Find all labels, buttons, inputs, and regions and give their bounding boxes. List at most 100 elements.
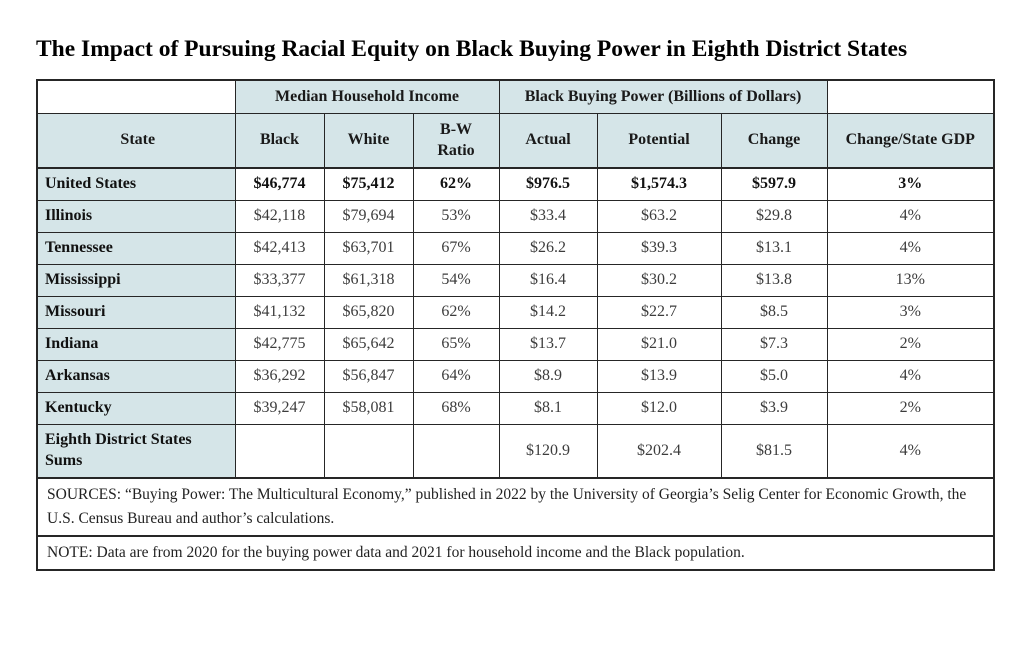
table-row-mississippi: Mississippi $33,377 $61,318 54% $16.4 $3… [36,263,995,297]
data-cell: 2% [826,327,995,361]
column-header-change: Change [720,112,828,169]
group-header-black-buying-power: Black Buying Power (Billions of Dollars) [498,79,828,114]
sources-row: SOURCES: “Buying Power: The Multicultura… [36,476,995,537]
data-cell: 13% [826,263,995,297]
sources-text: SOURCES: “Buying Power: The Multicultura… [36,476,995,537]
data-cell: $12.0 [596,391,722,425]
row-label-cell: Illinois [36,199,236,233]
column-header-actual: Actual [498,112,598,169]
data-cell: 65% [412,327,500,361]
data-cell: 4% [826,423,995,479]
table-row-eighth-district-sums: Eighth District States Sums $120.9 $202.… [36,423,995,479]
data-cell: $21.0 [596,327,722,361]
data-cell: $46,774 [234,167,325,201]
data-cell: $29.8 [720,199,828,233]
data-cell: $3.9 [720,391,828,425]
data-cell: 4% [826,231,995,265]
data-cell: $39,247 [234,391,325,425]
group-header-median-household-income: Median Household Income [234,79,500,114]
corner-blank-cell [36,79,236,114]
row-label-cell: Arkansas [36,359,236,393]
data-cell: 2% [826,391,995,425]
data-cell: 4% [826,359,995,393]
group-header-row: Median Household Income Black Buying Pow… [36,79,995,114]
data-cell: $36,292 [234,359,325,393]
page-title: The Impact of Pursuing Racial Equity on … [36,36,908,62]
data-cell-empty [234,423,325,479]
data-cell: $8.9 [498,359,598,393]
data-cell-empty [412,423,500,479]
data-cell: 68% [412,391,500,425]
data-cell: $8.5 [720,295,828,329]
data-cell: $65,820 [323,295,414,329]
data-cell: $42,413 [234,231,325,265]
data-cell: $120.9 [498,423,598,479]
table-row-united-states: United States $46,774 $75,412 62% $976.5… [36,167,995,201]
table-row-missouri: Missouri $41,132 $65,820 62% $14.2 $22.7… [36,295,995,329]
data-cell: 62% [412,295,500,329]
data-cell: 3% [826,295,995,329]
data-cell: $63,701 [323,231,414,265]
data-cell: $33.4 [498,199,598,233]
data-cell: $14.2 [498,295,598,329]
data-cell: $63.2 [596,199,722,233]
corner-blank-cell-right [826,79,995,114]
data-cell: $597.9 [720,167,828,201]
data-cell: $65,642 [323,327,414,361]
data-cell: $16.4 [498,263,598,297]
data-cell: $1,574.3 [596,167,722,201]
data-cell: 3% [826,167,995,201]
data-cell: 64% [412,359,500,393]
data-cell: 54% [412,263,500,297]
table-row-indiana: Indiana $42,775 $65,642 65% $13.7 $21.0 … [36,327,995,361]
data-cell: $33,377 [234,263,325,297]
data-cell: $13.7 [498,327,598,361]
column-header-bw-ratio: B-W Ratio [412,112,500,169]
data-cell: $13.8 [720,263,828,297]
row-label-cell: Mississippi [36,263,236,297]
data-cell: $79,694 [323,199,414,233]
data-cell: $39.3 [596,231,722,265]
table-row-tennessee: Tennessee $42,413 $63,701 67% $26.2 $39.… [36,231,995,265]
row-label-cell: Indiana [36,327,236,361]
data-cell: $26.2 [498,231,598,265]
data-cell: $42,775 [234,327,325,361]
data-cell: 53% [412,199,500,233]
row-label-cell: Eighth District States Sums [36,423,236,479]
data-cell: $75,412 [323,167,414,201]
data-cell: $976.5 [498,167,598,201]
buying-power-table: Median Household Income Black Buying Pow… [36,79,996,572]
note-row: NOTE: Data are from 2020 for the buying … [36,535,995,571]
table-row-kentucky: Kentucky $39,247 $58,081 68% $8.1 $12.0 … [36,391,995,425]
row-label-cell: Kentucky [36,391,236,425]
table-row-illinois: Illinois $42,118 $79,694 53% $33.4 $63.2… [36,199,995,233]
data-cell: $61,318 [323,263,414,297]
column-header-change-state-gdp: Change/State GDP [826,112,995,169]
table-row-arkansas: Arkansas $36,292 $56,847 64% $8.9 $13.9 … [36,359,995,393]
data-cell: $22.7 [596,295,722,329]
row-label-cell: Missouri [36,295,236,329]
data-cell-empty [323,423,414,479]
data-cell: $13.1 [720,231,828,265]
data-cell: $30.2 [596,263,722,297]
column-header-row: State Black White B-W Ratio Actual Poten… [36,112,995,169]
note-text: NOTE: Data are from 2020 for the buying … [36,535,995,571]
data-cell: 4% [826,199,995,233]
data-cell: $5.0 [720,359,828,393]
data-cell: $7.3 [720,327,828,361]
column-header-white: White [323,112,414,169]
data-cell: $41,132 [234,295,325,329]
column-header-potential: Potential [596,112,722,169]
data-cell: $13.9 [596,359,722,393]
data-cell: 62% [412,167,500,201]
column-header-black: Black [234,112,325,169]
data-cell: $81.5 [720,423,828,479]
row-label-cell: United States [36,167,236,201]
data-cell: $58,081 [323,391,414,425]
data-cell: $8.1 [498,391,598,425]
row-label-cell: Tennessee [36,231,236,265]
column-header-state: State [36,112,236,169]
data-cell: $42,118 [234,199,325,233]
data-cell: 67% [412,231,500,265]
